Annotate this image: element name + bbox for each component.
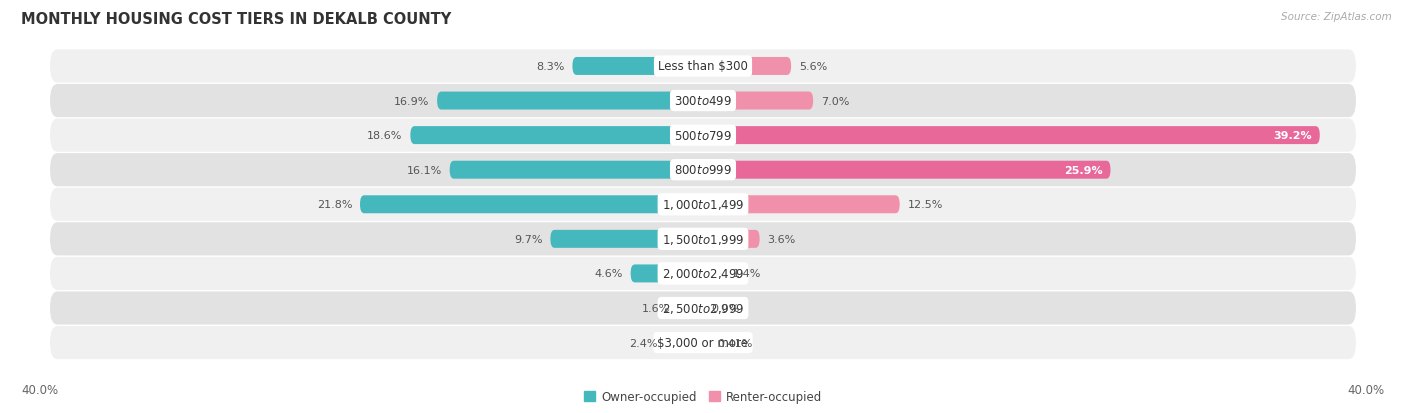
Text: 4.6%: 4.6% (595, 269, 623, 279)
Text: 1.6%: 1.6% (641, 303, 669, 313)
Text: 7.0%: 7.0% (821, 96, 849, 106)
FancyBboxPatch shape (411, 127, 703, 145)
Text: 3.6%: 3.6% (768, 234, 796, 244)
Text: 1.4%: 1.4% (733, 269, 761, 279)
FancyBboxPatch shape (572, 58, 703, 76)
Text: 2.4%: 2.4% (628, 338, 658, 348)
Text: 18.6%: 18.6% (367, 131, 402, 141)
Text: 9.7%: 9.7% (515, 234, 543, 244)
FancyBboxPatch shape (703, 196, 900, 214)
FancyBboxPatch shape (51, 119, 1355, 152)
FancyBboxPatch shape (703, 265, 725, 283)
FancyBboxPatch shape (665, 334, 703, 352)
Text: $3,000 or more: $3,000 or more (658, 336, 748, 349)
Text: 8.3%: 8.3% (536, 62, 565, 72)
FancyBboxPatch shape (51, 326, 1355, 359)
Text: 12.5%: 12.5% (907, 200, 943, 210)
FancyBboxPatch shape (703, 127, 1320, 145)
FancyBboxPatch shape (51, 257, 1355, 290)
FancyBboxPatch shape (51, 188, 1355, 221)
Text: $2,500 to $2,999: $2,500 to $2,999 (662, 301, 744, 315)
FancyBboxPatch shape (450, 161, 703, 179)
FancyBboxPatch shape (360, 196, 703, 214)
FancyBboxPatch shape (703, 334, 710, 352)
FancyBboxPatch shape (703, 230, 759, 248)
Text: Source: ZipAtlas.com: Source: ZipAtlas.com (1281, 12, 1392, 22)
Text: 21.8%: 21.8% (316, 200, 352, 210)
Text: MONTHLY HOUSING COST TIERS IN DEKALB COUNTY: MONTHLY HOUSING COST TIERS IN DEKALB COU… (21, 12, 451, 27)
Text: 40.0%: 40.0% (1348, 384, 1385, 396)
FancyBboxPatch shape (703, 161, 1111, 179)
Text: $300 to $499: $300 to $499 (673, 95, 733, 108)
Text: 5.6%: 5.6% (799, 62, 827, 72)
FancyBboxPatch shape (631, 265, 703, 283)
Text: 40.0%: 40.0% (21, 384, 58, 396)
Text: 39.2%: 39.2% (1274, 131, 1312, 141)
FancyBboxPatch shape (550, 230, 703, 248)
Text: 25.9%: 25.9% (1064, 165, 1102, 175)
Text: Less than $300: Less than $300 (658, 60, 748, 73)
FancyBboxPatch shape (678, 299, 703, 317)
Text: 0.41%: 0.41% (717, 338, 752, 348)
Text: $500 to $799: $500 to $799 (673, 129, 733, 142)
FancyBboxPatch shape (51, 85, 1355, 118)
FancyBboxPatch shape (703, 93, 813, 110)
Text: $1,000 to $1,499: $1,000 to $1,499 (662, 198, 744, 212)
FancyBboxPatch shape (437, 93, 703, 110)
FancyBboxPatch shape (51, 154, 1355, 187)
FancyBboxPatch shape (703, 58, 792, 76)
Text: 16.1%: 16.1% (406, 165, 441, 175)
FancyBboxPatch shape (51, 223, 1355, 256)
Legend: Owner-occupied, Renter-occupied: Owner-occupied, Renter-occupied (579, 385, 827, 408)
FancyBboxPatch shape (51, 292, 1355, 325)
Text: 0.0%: 0.0% (711, 303, 740, 313)
FancyBboxPatch shape (51, 50, 1355, 83)
Text: $800 to $999: $800 to $999 (673, 164, 733, 177)
Text: $1,500 to $1,999: $1,500 to $1,999 (662, 232, 744, 246)
Text: 16.9%: 16.9% (394, 96, 429, 106)
Text: $2,000 to $2,499: $2,000 to $2,499 (662, 267, 744, 281)
